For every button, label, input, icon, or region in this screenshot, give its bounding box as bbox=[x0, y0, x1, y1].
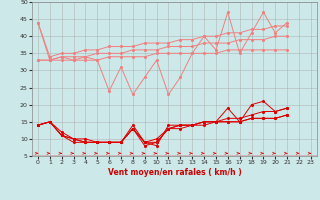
X-axis label: Vent moyen/en rafales ( km/h ): Vent moyen/en rafales ( km/h ) bbox=[108, 168, 241, 177]
